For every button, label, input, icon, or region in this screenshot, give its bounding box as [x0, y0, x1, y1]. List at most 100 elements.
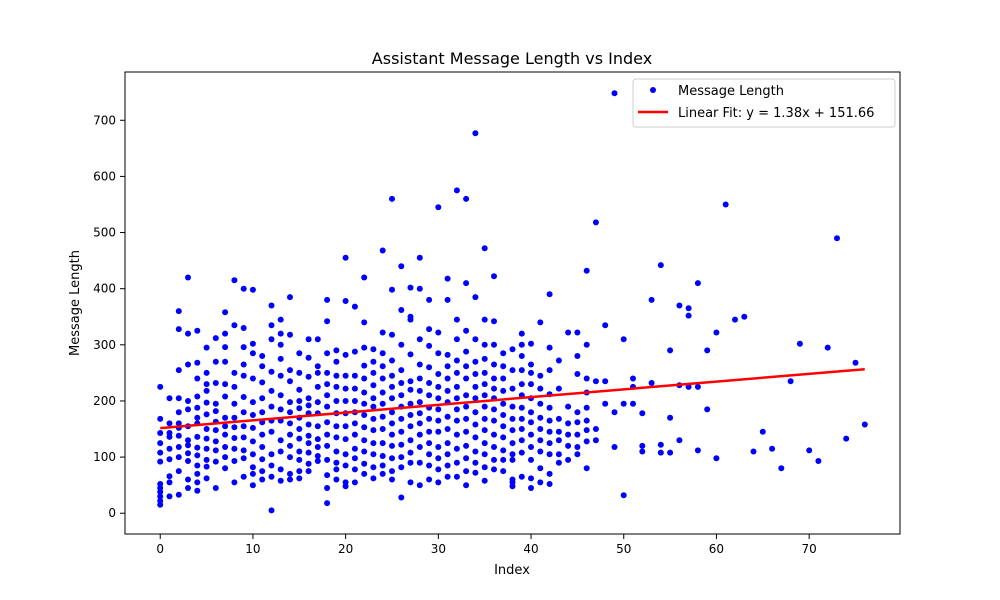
- scatter-point: [333, 358, 340, 365]
- scatter-point: [249, 412, 256, 418]
- scatter-point: [500, 468, 507, 475]
- scatter-point: [592, 378, 599, 385]
- scatter-point: [212, 408, 219, 415]
- scatter-point: [444, 296, 451, 303]
- scatter-point: [194, 359, 201, 366]
- scatter-point: [324, 350, 331, 357]
- scatter-point: [296, 369, 303, 376]
- scatter-point: [500, 447, 507, 454]
- scatter-point: [259, 363, 266, 370]
- scatter-point: [694, 383, 701, 390]
- scatter-point: [444, 275, 451, 282]
- scatter-point: [398, 441, 405, 448]
- scatter-point: [370, 382, 377, 389]
- scatter-point: [175, 468, 182, 475]
- scatter-point: [481, 477, 488, 484]
- scatter-point: [491, 341, 497, 348]
- scatter-point: [518, 426, 525, 432]
- scatter-point: [583, 417, 590, 424]
- scatter-point: [314, 453, 321, 459]
- scatter-point: [342, 254, 349, 261]
- scatter-point: [324, 442, 331, 449]
- scatter-point: [398, 415, 405, 422]
- scatter-point: [296, 475, 303, 482]
- scatter-point: [361, 412, 368, 418]
- scatter-point: [472, 469, 479, 476]
- scatter-point: [555, 437, 562, 444]
- scatter-point: [463, 428, 470, 435]
- scatter-point: [500, 375, 507, 382]
- scatter-point: [342, 462, 349, 469]
- scatter-point: [231, 424, 238, 431]
- scatter-point: [222, 454, 229, 461]
- scatter-point: [389, 383, 395, 390]
- scatter-point: [583, 427, 590, 434]
- scatter-point: [500, 350, 507, 357]
- scatter-point: [379, 470, 386, 477]
- scatter-point: [324, 419, 331, 426]
- scatter-point: [361, 375, 368, 382]
- scatter-point: [370, 346, 377, 353]
- scatter-point: [194, 470, 201, 477]
- scatter-point: [277, 437, 284, 444]
- scatter-point: [500, 400, 507, 407]
- scatter-point: [565, 329, 572, 336]
- scatter-point: [657, 441, 664, 448]
- scatter-point: [203, 445, 210, 452]
- scatter-point: [546, 470, 553, 477]
- scatter-point: [537, 465, 544, 472]
- scatter-point: [212, 335, 219, 342]
- scatter-point: [203, 426, 210, 432]
- y-tick-label: 600: [93, 169, 116, 183]
- scatter-point: [509, 440, 516, 447]
- scatter-point: [277, 406, 284, 413]
- scatter-point: [324, 381, 331, 388]
- scatter-point: [713, 455, 720, 462]
- y-tick-label: 300: [93, 338, 116, 352]
- scatter-point: [509, 385, 516, 392]
- y-tick-label: 0: [108, 506, 116, 520]
- scatter-point: [565, 442, 572, 449]
- scatter-point: [157, 493, 164, 500]
- x-tick-label: 50: [616, 542, 631, 556]
- scatter-point: [203, 411, 210, 418]
- scatter-point: [333, 448, 340, 455]
- scatter-point: [296, 426, 303, 432]
- scatter-point: [166, 395, 173, 402]
- scatter-point: [240, 361, 247, 368]
- scatter-point: [212, 380, 219, 386]
- scatter-point: [370, 358, 377, 365]
- y-tick-label: 500: [93, 226, 116, 240]
- scatter-point: [407, 459, 414, 466]
- scatter-point: [463, 348, 470, 355]
- scatter-point: [249, 340, 256, 347]
- scatter-point: [361, 362, 368, 369]
- scatter-point: [259, 395, 266, 402]
- scatter-point: [685, 305, 692, 312]
- scatter-point: [361, 344, 368, 351]
- scatter-point: [398, 367, 405, 374]
- scatter-point: [444, 375, 451, 382]
- scatter-point: [435, 371, 442, 377]
- scatter-point: [240, 344, 247, 351]
- scatter-point: [472, 448, 479, 455]
- scatter-point: [555, 428, 562, 435]
- scatter-point: [546, 404, 553, 411]
- scatter-point: [212, 447, 219, 454]
- scatter-point: [481, 403, 488, 410]
- scatter-point: [277, 355, 284, 362]
- scatter-point: [379, 389, 386, 396]
- scatter-point: [222, 381, 229, 388]
- scatter-point: [491, 318, 497, 325]
- scatter-point: [351, 372, 358, 379]
- scatter-point: [259, 431, 266, 438]
- scatter-point: [574, 353, 581, 359]
- scatter-point: [222, 344, 229, 351]
- scatter-point: [472, 294, 479, 301]
- scatter-point: [546, 481, 553, 487]
- scatter-point: [287, 470, 293, 477]
- scatter-point: [398, 263, 405, 270]
- scatter-point: [602, 400, 609, 407]
- scatter-point: [463, 482, 470, 489]
- scatter-point: [426, 428, 433, 435]
